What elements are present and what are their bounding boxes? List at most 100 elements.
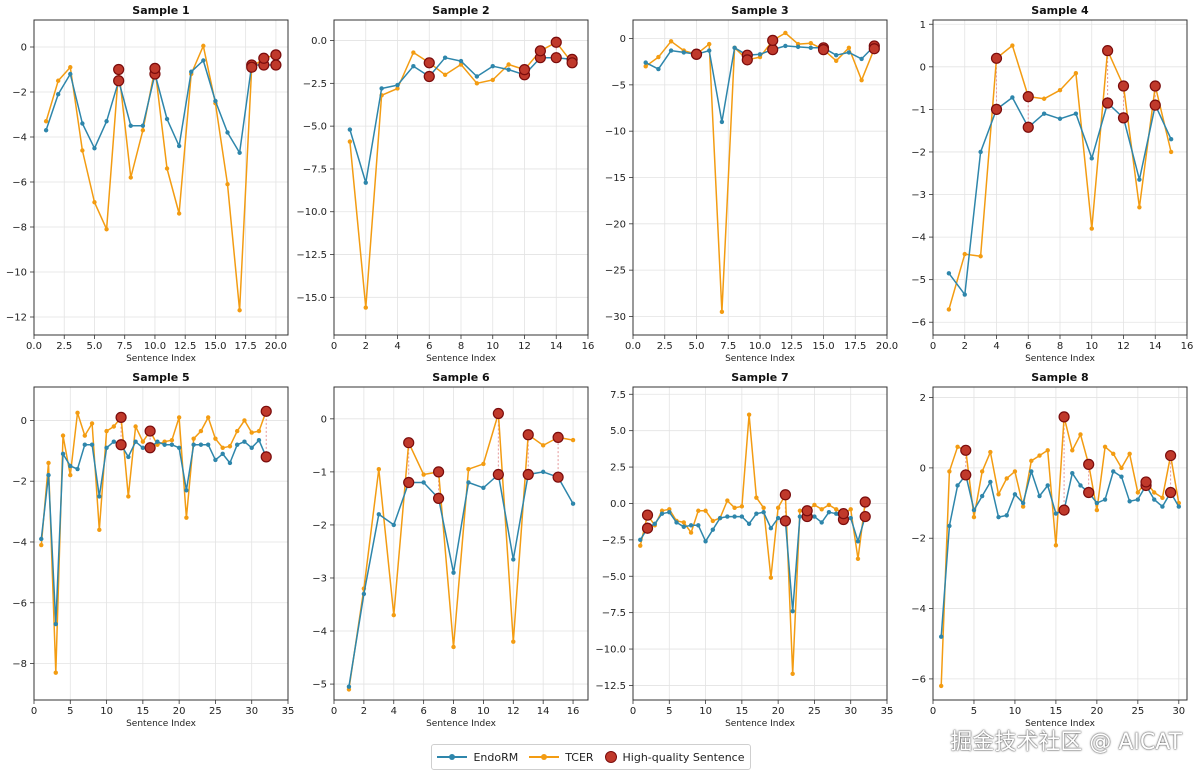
- data-point-tcer: [92, 200, 97, 205]
- y-tick-label: −3: [312, 573, 327, 584]
- y-tick-label: −4: [12, 133, 27, 144]
- data-point-tcer: [458, 62, 464, 67]
- y-tick-label: 0: [920, 62, 926, 73]
- hq-marker: [432, 492, 445, 505]
- legend-item-hq: High-quality Sentence: [604, 751, 744, 764]
- y-tick-label: −10: [605, 127, 626, 138]
- x-axis-label: Sentence Index: [426, 354, 497, 364]
- data-point-endorm: [652, 521, 657, 527]
- data-point-tcer: [242, 418, 247, 423]
- data-point-tcer: [184, 515, 189, 520]
- data-point-endorm: [53, 621, 58, 627]
- data-point-endorm: [659, 511, 665, 516]
- data-point-endorm: [656, 66, 661, 72]
- y-tick-label: −2: [911, 534, 926, 545]
- hq-marker: [1149, 99, 1161, 111]
- data-point-tcer: [739, 504, 745, 509]
- hq-marker: [868, 43, 880, 55]
- y-tick-label: −3: [911, 190, 926, 201]
- x-tick-label: 5: [666, 706, 672, 717]
- x-tick-label: 2: [361, 706, 367, 717]
- chart-title: Sample 7: [731, 371, 788, 384]
- series-line-tcer: [639, 413, 866, 675]
- hq-marker: [518, 64, 531, 76]
- x-axis-label: Sentence Index: [1025, 354, 1096, 364]
- chart-title: Sample 8: [1031, 371, 1088, 384]
- data-point-tcer: [97, 527, 102, 533]
- data-point-tcer: [411, 50, 416, 55]
- data-point-tcer: [1045, 448, 1050, 453]
- hq-marker: [741, 54, 753, 66]
- data-point-endorm: [1020, 500, 1026, 506]
- data-point-tcer: [855, 556, 861, 561]
- data-point-tcer: [104, 227, 109, 232]
- x-axis-label: Sentence Index: [426, 719, 497, 729]
- x-tick-label: 25: [209, 706, 222, 717]
- x-tick-label: 2: [962, 341, 968, 352]
- data-point-tcer: [696, 508, 701, 513]
- y-tick-label: −2: [12, 88, 27, 99]
- data-point-endorm: [126, 454, 131, 460]
- y-tick-label: 1: [920, 20, 926, 31]
- hq-marker: [550, 52, 562, 64]
- data-point-tcer: [1102, 444, 1108, 449]
- y-tick-label: −5: [312, 680, 327, 691]
- x-tick-label: 6: [426, 341, 432, 352]
- data-point-endorm: [797, 514, 803, 519]
- hq-marker: [641, 509, 654, 521]
- y-tick-label: −6: [911, 674, 926, 685]
- hq-marker: [779, 489, 792, 501]
- data-point-endorm: [638, 537, 643, 543]
- data-point-endorm: [570, 501, 576, 506]
- data-point-endorm: [859, 56, 864, 62]
- data-point-endorm: [213, 457, 218, 463]
- data-point-endorm: [155, 439, 160, 444]
- data-point-endorm: [1176, 504, 1182, 509]
- x-tick-label: 15.0: [204, 341, 226, 352]
- data-point-tcer: [1010, 43, 1015, 48]
- data-point-endorm: [746, 521, 752, 527]
- y-tick-label: 0: [321, 414, 327, 425]
- plot-frame: [632, 386, 888, 701]
- y-tick-label: −10.0: [296, 207, 327, 218]
- data-point-endorm: [97, 494, 102, 499]
- data-point-tcer: [347, 139, 353, 144]
- data-point-endorm: [89, 442, 95, 447]
- data-point-endorm: [1041, 111, 1047, 116]
- hq-marker: [403, 437, 415, 449]
- data-point-endorm: [1010, 95, 1015, 100]
- data-point-tcer: [176, 415, 182, 420]
- data-point-endorm: [834, 511, 839, 516]
- data-point-tcer: [846, 45, 852, 50]
- x-tick-label: 17.5: [844, 341, 866, 352]
- x-tick-label: 8: [450, 706, 456, 717]
- y-tick-label: −12.5: [296, 250, 327, 261]
- data-point-tcer: [719, 309, 725, 315]
- data-point-tcer: [133, 424, 138, 429]
- x-tick-label: 0: [930, 706, 936, 717]
- data-point-tcer: [176, 211, 182, 216]
- data-point-endorm: [938, 634, 944, 639]
- hq-marker: [566, 57, 578, 69]
- x-tick-label: 10: [477, 706, 490, 717]
- hq-marker: [522, 429, 534, 441]
- x-tick-label: 12.5: [781, 341, 803, 352]
- y-tick-label: −6: [12, 178, 27, 189]
- data-point-endorm: [140, 123, 146, 128]
- data-point-tcer: [451, 644, 456, 650]
- data-point-endorm: [754, 511, 759, 516]
- data-point-tcer: [128, 175, 133, 180]
- x-tick-label: 0.0: [625, 341, 641, 352]
- y-tick-label: −2.5: [602, 535, 626, 546]
- data-point-endorm: [189, 69, 194, 74]
- x-tick-label: 0.0: [26, 341, 42, 352]
- data-point-tcer: [155, 442, 160, 447]
- data-point-endorm: [710, 527, 716, 532]
- chart-panel-2: 0 2 4 6 8 10 12 14 16 0.0 −2.5 −5.0 −7.5 −10.0 −12.5 −1…: [296, 4, 594, 364]
- hq-marker: [1140, 476, 1152, 488]
- data-point-tcer: [1041, 96, 1047, 101]
- data-point-tcer: [946, 307, 952, 312]
- legend-item-tcer: TCER: [529, 751, 594, 764]
- data-point-endorm: [191, 442, 196, 447]
- x-axis-label: Sentence Index: [1025, 719, 1096, 729]
